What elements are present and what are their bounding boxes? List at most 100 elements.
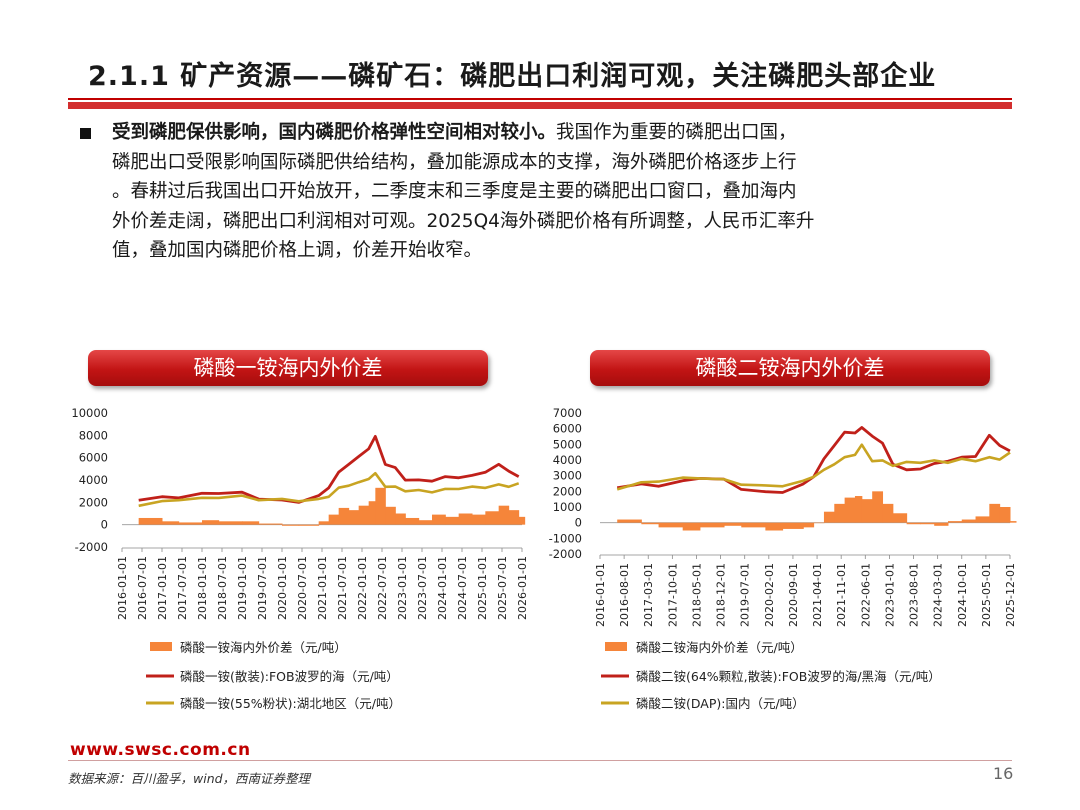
y-tick-label: 0 [101, 518, 108, 532]
spread-bar [518, 516, 526, 525]
y-tick-label: 6000 [79, 451, 108, 465]
spread-bar [934, 522, 949, 526]
spread-bar [813, 522, 825, 524]
spread-bar [368, 501, 376, 525]
spread-bar [834, 503, 846, 523]
spread-bar [375, 487, 386, 525]
spread-bar [854, 496, 863, 523]
fob-price-line [616, 426, 1011, 494]
x-tick-label: 2021-01-01 [316, 556, 329, 620]
title-rule-thin [68, 98, 1012, 100]
y-tick-label: 4000 [79, 473, 108, 487]
x-tick-label: 2018-05-01 [690, 563, 703, 627]
spread-bar [947, 521, 963, 523]
page-number: 16 [993, 764, 1014, 783]
x-tick-label: 2022-01-01 [356, 556, 369, 620]
x-tick-label: 2020-01-01 [276, 556, 289, 620]
x-tick-label: 2016-01-01 [116, 556, 129, 620]
summary-lead: 受到磷肥保供影响，国内磷肥价格弹性空间相对较小。 [112, 122, 557, 143]
spread-bar [961, 519, 977, 523]
summary-line: 值，叠加国内磷肥价格上调，价差开始收窄。 [112, 240, 483, 261]
domestic-price-line [138, 471, 520, 508]
spread-bar [358, 505, 370, 525]
spread-bar [458, 513, 473, 525]
spread-bar [432, 514, 446, 525]
x-tick-label: 2016-08-01 [618, 563, 631, 627]
legend-label: 磷酸一铵(散装):FOB波罗的海（元/吨） [180, 669, 399, 684]
x-tick-label: 2018-07-01 [216, 556, 229, 620]
spread-bar [445, 516, 460, 525]
x-tick-label: 2021-04-01 [811, 563, 824, 627]
x-tick-label: 2021-11-01 [835, 563, 848, 627]
spread-bar [328, 514, 340, 525]
spread-bar [641, 522, 660, 525]
y-tick-label: 7000 [553, 406, 582, 420]
spread-bar [741, 522, 766, 528]
legend-swatch [150, 642, 172, 651]
x-tick-label: 2024-03-01 [932, 563, 945, 627]
summary-paragraph: 受到磷肥保供影响，国内磷肥价格弹性空间相对较小。我国作为重要的磷肥出口国， 磷肥… [112, 118, 1017, 266]
legend-label: 磷酸一铵(55%粉状):湖北地区（元/吨） [180, 696, 401, 711]
chart-1-title-banner: 磷酸一铵海内外价差 [88, 350, 488, 386]
y-tick-label: 4000 [553, 453, 582, 467]
y-tick-label: 8000 [79, 428, 108, 442]
x-tick-label: 2018-01-01 [196, 556, 209, 620]
data-source-note: 数据来源：百川盈孚，wind，西南证券整理 [68, 771, 311, 786]
spread-bar [872, 491, 884, 523]
spread-bar [989, 503, 1001, 523]
y-tick-label: -1000 [549, 531, 582, 545]
spread-bar [920, 522, 935, 525]
y-tick-label: -2000 [75, 540, 108, 554]
chart-2-title-banner: 磷酸二铵海内外价差 [590, 350, 990, 386]
spread-bar [906, 522, 921, 525]
x-tick-label: 2019-07-01 [739, 563, 752, 627]
x-tick-label: 2023-01-01 [396, 556, 409, 620]
y-tick-label: -2000 [549, 547, 582, 561]
x-tick-label: 2024-01-01 [436, 556, 449, 620]
x-tick-label: 2017-03-01 [642, 563, 655, 627]
spread-bar [999, 507, 1011, 523]
spread-bar [282, 524, 300, 526]
footer-rule [68, 760, 1012, 761]
x-tick-label: 2021-07-01 [336, 556, 349, 620]
spread-bar [318, 521, 330, 525]
spread-bar [348, 510, 360, 525]
spread-bar [162, 521, 180, 525]
summary-line: 我国作为重要的磷肥出口国， [556, 122, 797, 143]
x-tick-label: 2017-07-01 [176, 556, 189, 620]
spread-bar [498, 505, 510, 525]
x-tick-label: 2019-01-01 [236, 556, 249, 620]
spread-bar [882, 503, 894, 523]
spread-bar [1010, 521, 1017, 523]
x-tick-label: 2025-01-01 [476, 556, 489, 620]
x-tick-label: 2017-10-01 [666, 563, 679, 627]
x-tick-label: 2024-10-01 [956, 563, 969, 627]
footer-url[interactable]: www.swsc.com.cn [70, 740, 251, 760]
spread-bar [823, 511, 835, 523]
spread-bar [803, 522, 815, 528]
spread-bar [178, 522, 203, 525]
spread-bar [418, 520, 433, 525]
spread-bar [658, 522, 684, 528]
y-tick-label: 6000 [553, 422, 582, 436]
y-tick-label: 5000 [553, 437, 582, 451]
x-tick-label: 2018-12-01 [715, 563, 728, 627]
x-tick-label: 2022-06-01 [859, 563, 872, 627]
spread-bar [765, 522, 784, 531]
domestic-price-line [616, 443, 1011, 491]
spread-bar [892, 513, 908, 523]
y-tick-label: 10000 [71, 406, 108, 420]
x-tick-label: 2025-07-01 [496, 556, 509, 620]
x-tick-label: 2016-01-01 [594, 563, 607, 627]
x-tick-label: 2023-08-01 [908, 563, 921, 627]
spread-bar [617, 519, 642, 523]
bullet-square-icon [80, 128, 91, 139]
y-tick-label: 2000 [79, 495, 108, 509]
x-tick-label: 2019-07-01 [256, 556, 269, 620]
spread-bar [405, 517, 420, 525]
spread-bar [258, 523, 283, 525]
spread-bar [202, 520, 220, 525]
fob-price-line [138, 435, 520, 504]
spread-bar [861, 499, 873, 523]
